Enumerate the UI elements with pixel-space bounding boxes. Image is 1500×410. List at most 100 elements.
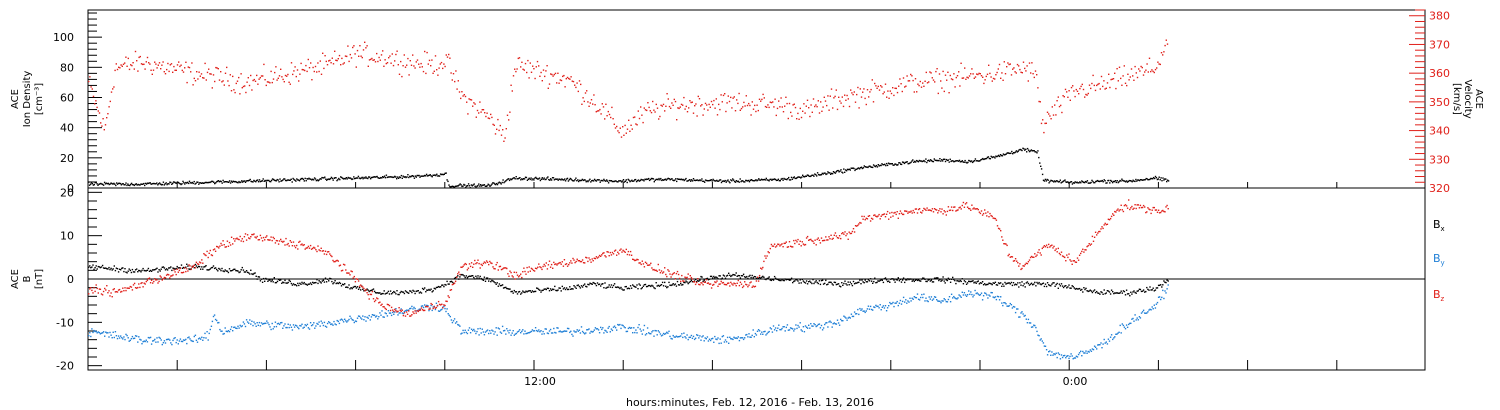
density-point — [286, 179, 289, 181]
by-point — [526, 332, 528, 335]
density-point — [564, 178, 566, 180]
density-point — [752, 180, 754, 182]
velocity-point — [895, 87, 897, 90]
bx-point — [1045, 285, 1048, 288]
by-point — [1096, 348, 1098, 350]
bx-point — [869, 278, 872, 280]
density-point — [815, 174, 817, 176]
velocity-point — [203, 77, 205, 79]
by-point — [370, 316, 373, 318]
bz-point — [448, 296, 450, 299]
velocity-point — [820, 101, 822, 103]
bz-point — [753, 286, 755, 288]
bx-point — [196, 266, 199, 269]
by-point — [474, 330, 476, 332]
density-point — [695, 179, 697, 181]
bz-point — [389, 309, 392, 312]
bz-point — [399, 309, 401, 311]
bx-point — [816, 281, 818, 284]
by-point — [430, 304, 432, 307]
by-point — [597, 329, 600, 331]
density-point — [703, 180, 705, 183]
velocity-point — [912, 79, 914, 82]
density-point — [1006, 152, 1008, 154]
velocity-point — [1049, 115, 1051, 117]
by-point — [173, 337, 175, 340]
bx-point — [591, 283, 593, 285]
density-point — [1165, 178, 1167, 180]
by-point — [170, 342, 172, 344]
density-point — [802, 174, 804, 176]
velocity-point — [248, 84, 251, 87]
by-point — [665, 332, 667, 335]
density-point — [1096, 180, 1098, 182]
by-point — [761, 331, 763, 333]
velocity-point — [1073, 90, 1075, 92]
velocity-point — [724, 93, 726, 95]
bz-point — [488, 263, 490, 266]
density-point — [705, 179, 708, 182]
density-point — [173, 181, 176, 183]
bz-point — [671, 273, 673, 276]
bz-point — [847, 238, 849, 240]
bz-point — [625, 248, 627, 251]
bz-point — [397, 310, 399, 312]
bz-point — [490, 262, 492, 264]
bz-point — [89, 288, 91, 290]
density-point — [788, 176, 790, 179]
velocity-point — [1024, 67, 1026, 70]
density-point — [964, 159, 966, 162]
by-point — [956, 298, 958, 300]
density-point — [484, 185, 487, 187]
bx-point — [653, 287, 655, 289]
density-point — [438, 175, 440, 177]
density-point — [1030, 149, 1033, 151]
bx-point — [230, 270, 233, 272]
density-point — [93, 183, 95, 186]
density-point — [502, 179, 504, 181]
bx-point — [220, 269, 222, 272]
density-point — [967, 161, 969, 164]
bz-point — [685, 277, 687, 279]
velocity-point — [566, 76, 569, 79]
bx-point — [1108, 291, 1111, 293]
by-point — [315, 325, 317, 327]
density-point — [1155, 177, 1158, 179]
velocity-point — [605, 103, 607, 105]
bx-point — [402, 291, 405, 293]
by-point — [1151, 306, 1153, 308]
velocity-point — [211, 87, 213, 89]
bz-point — [320, 247, 322, 249]
bx-point — [475, 275, 477, 277]
velocity-point — [140, 63, 143, 65]
bx-point — [842, 284, 844, 286]
bz-point — [856, 225, 858, 227]
density-point — [1109, 182, 1111, 184]
density-point — [939, 158, 941, 160]
density-point — [419, 176, 421, 178]
bx-point — [409, 290, 411, 292]
bx-point — [350, 287, 352, 289]
density-point — [167, 183, 169, 185]
bz-point — [719, 283, 721, 285]
density-point — [998, 155, 1001, 158]
bz-point — [157, 282, 159, 284]
bx-point — [763, 276, 765, 278]
velocity-point — [1058, 105, 1061, 108]
bx-point — [540, 291, 542, 293]
by-point — [89, 332, 91, 334]
bx-point — [793, 280, 795, 283]
bx-point — [1054, 285, 1056, 287]
density-point — [522, 178, 524, 181]
by-point — [714, 335, 716, 338]
velocity-point — [229, 74, 231, 76]
density-point — [1098, 180, 1101, 183]
by-point — [412, 308, 414, 310]
by-point — [811, 325, 813, 327]
bz-point — [549, 266, 552, 268]
bx-point — [152, 269, 154, 271]
density-point — [711, 180, 713, 182]
bz-point — [282, 241, 284, 243]
by-point — [723, 341, 726, 343]
bz-point — [380, 304, 382, 306]
